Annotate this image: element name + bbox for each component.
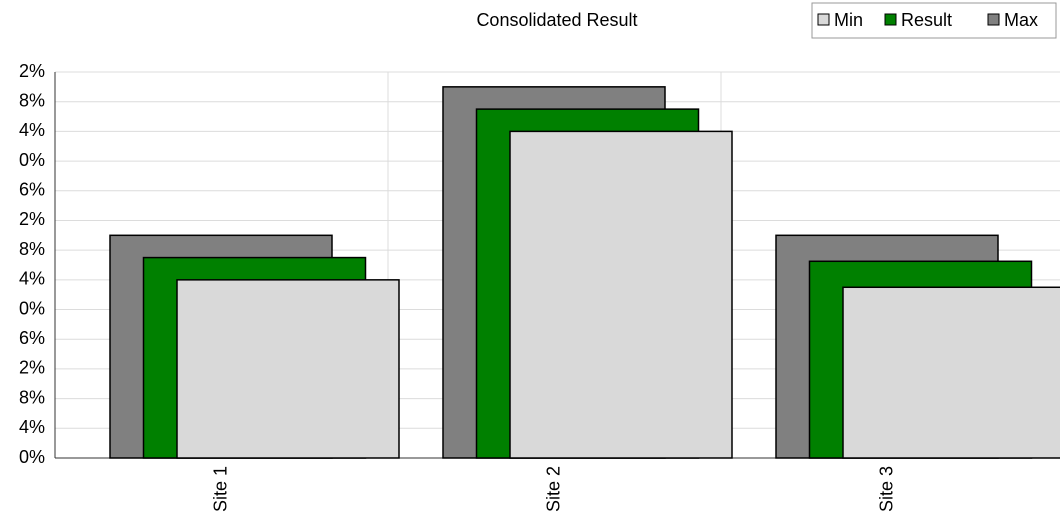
- x-tick-label: Site 3: [876, 466, 896, 512]
- y-tick-label: 2%: [19, 61, 45, 81]
- y-tick-label: 8%: [19, 90, 45, 110]
- y-tick-label: 0%: [19, 447, 45, 467]
- y-tick-label: 4%: [19, 269, 45, 289]
- y-tick-label: 0%: [19, 298, 45, 318]
- x-tick-label: Site 2: [543, 466, 563, 512]
- y-tick-label: 8%: [19, 239, 45, 259]
- bar: [509, 130, 733, 459]
- legend-label: Max: [1004, 10, 1038, 30]
- y-tick-label: 4%: [19, 120, 45, 140]
- legend-swatch: [987, 13, 1000, 26]
- chart-title: Consolidated Result: [476, 10, 637, 30]
- legend-swatch: [884, 13, 897, 26]
- y-tick-label: 2%: [19, 358, 45, 378]
- bar: [176, 279, 400, 459]
- y-tick-label: 6%: [19, 180, 45, 200]
- legend-swatch: [817, 13, 830, 26]
- y-tick-label: 2%: [19, 209, 45, 229]
- legend-label: Result: [901, 10, 952, 30]
- y-tick-label: 4%: [19, 417, 45, 437]
- legend-box: [811, 2, 1057, 39]
- y-tick-label: 8%: [19, 387, 45, 407]
- bar: [842, 286, 1060, 459]
- y-tick-label: 0%: [19, 150, 45, 170]
- legend-label: Min: [834, 10, 863, 30]
- x-tick-label: Site 1: [210, 466, 230, 512]
- y-tick-label: 6%: [19, 328, 45, 348]
